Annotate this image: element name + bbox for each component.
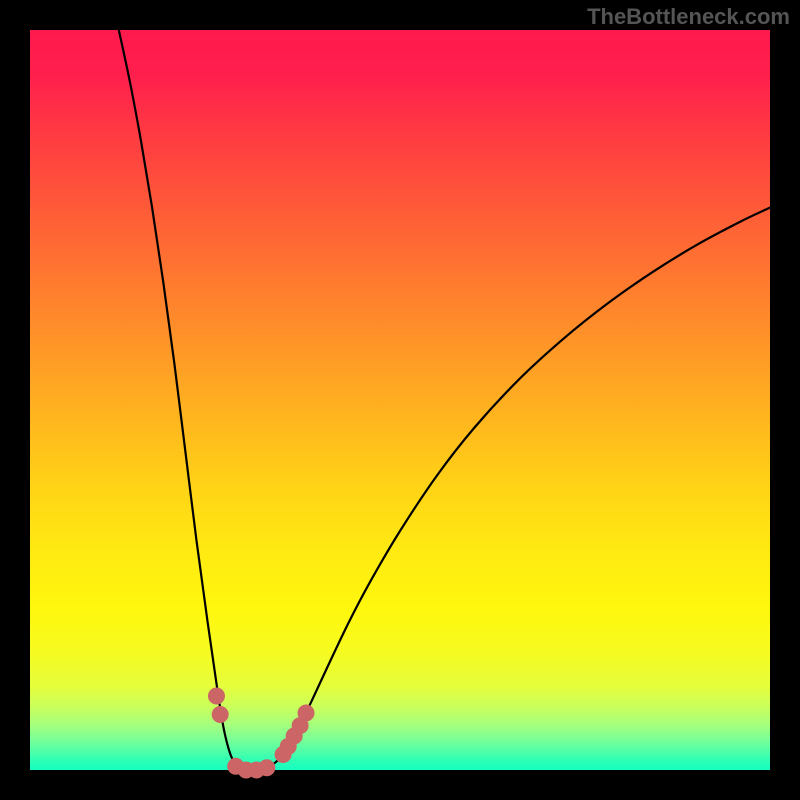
marker-point [259, 760, 275, 776]
marker-point [208, 688, 224, 704]
chart-container: TheBottleneck.com [0, 0, 800, 800]
curve-overlay [30, 30, 770, 770]
bottleneck-curve [119, 30, 770, 770]
marker-point [212, 707, 228, 723]
watermark-text: TheBottleneck.com [587, 4, 790, 30]
plot-area [30, 30, 770, 770]
marker-point [298, 705, 314, 721]
